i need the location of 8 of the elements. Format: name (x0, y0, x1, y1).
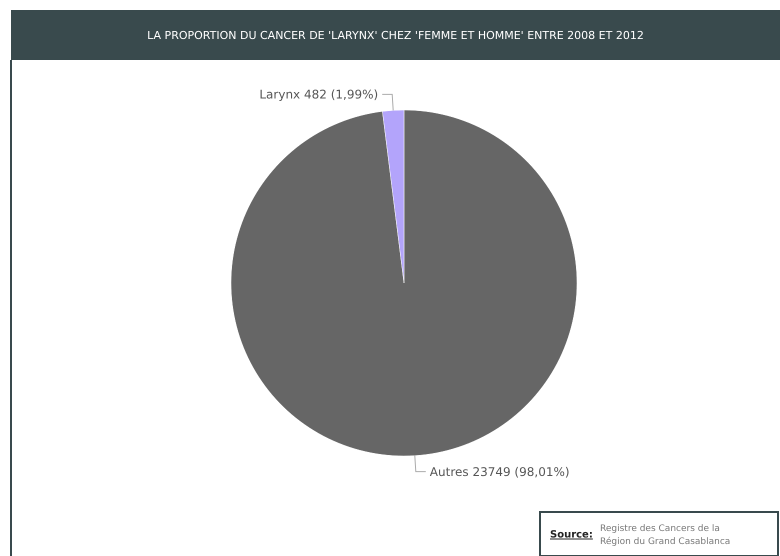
slice-label: Autres (430, 464, 469, 479)
data-label: 23749 (98,01%) (468, 464, 570, 479)
source-note: Source: (550, 530, 593, 540)
slice-label: Larynx (259, 88, 300, 102)
text: Registre des Cancers de la Région du Grand Casablanca (600, 524, 730, 548)
data-label: 482 (1,99%) (300, 88, 378, 102)
chart-title: LA PROPORTION DU CANCER DE 'LARYNX' CHEZ 'FEMME ET HOMME' ENTRE 2008 ET 2012 (147, 28, 644, 42)
pie-slice (230, 110, 578, 456)
